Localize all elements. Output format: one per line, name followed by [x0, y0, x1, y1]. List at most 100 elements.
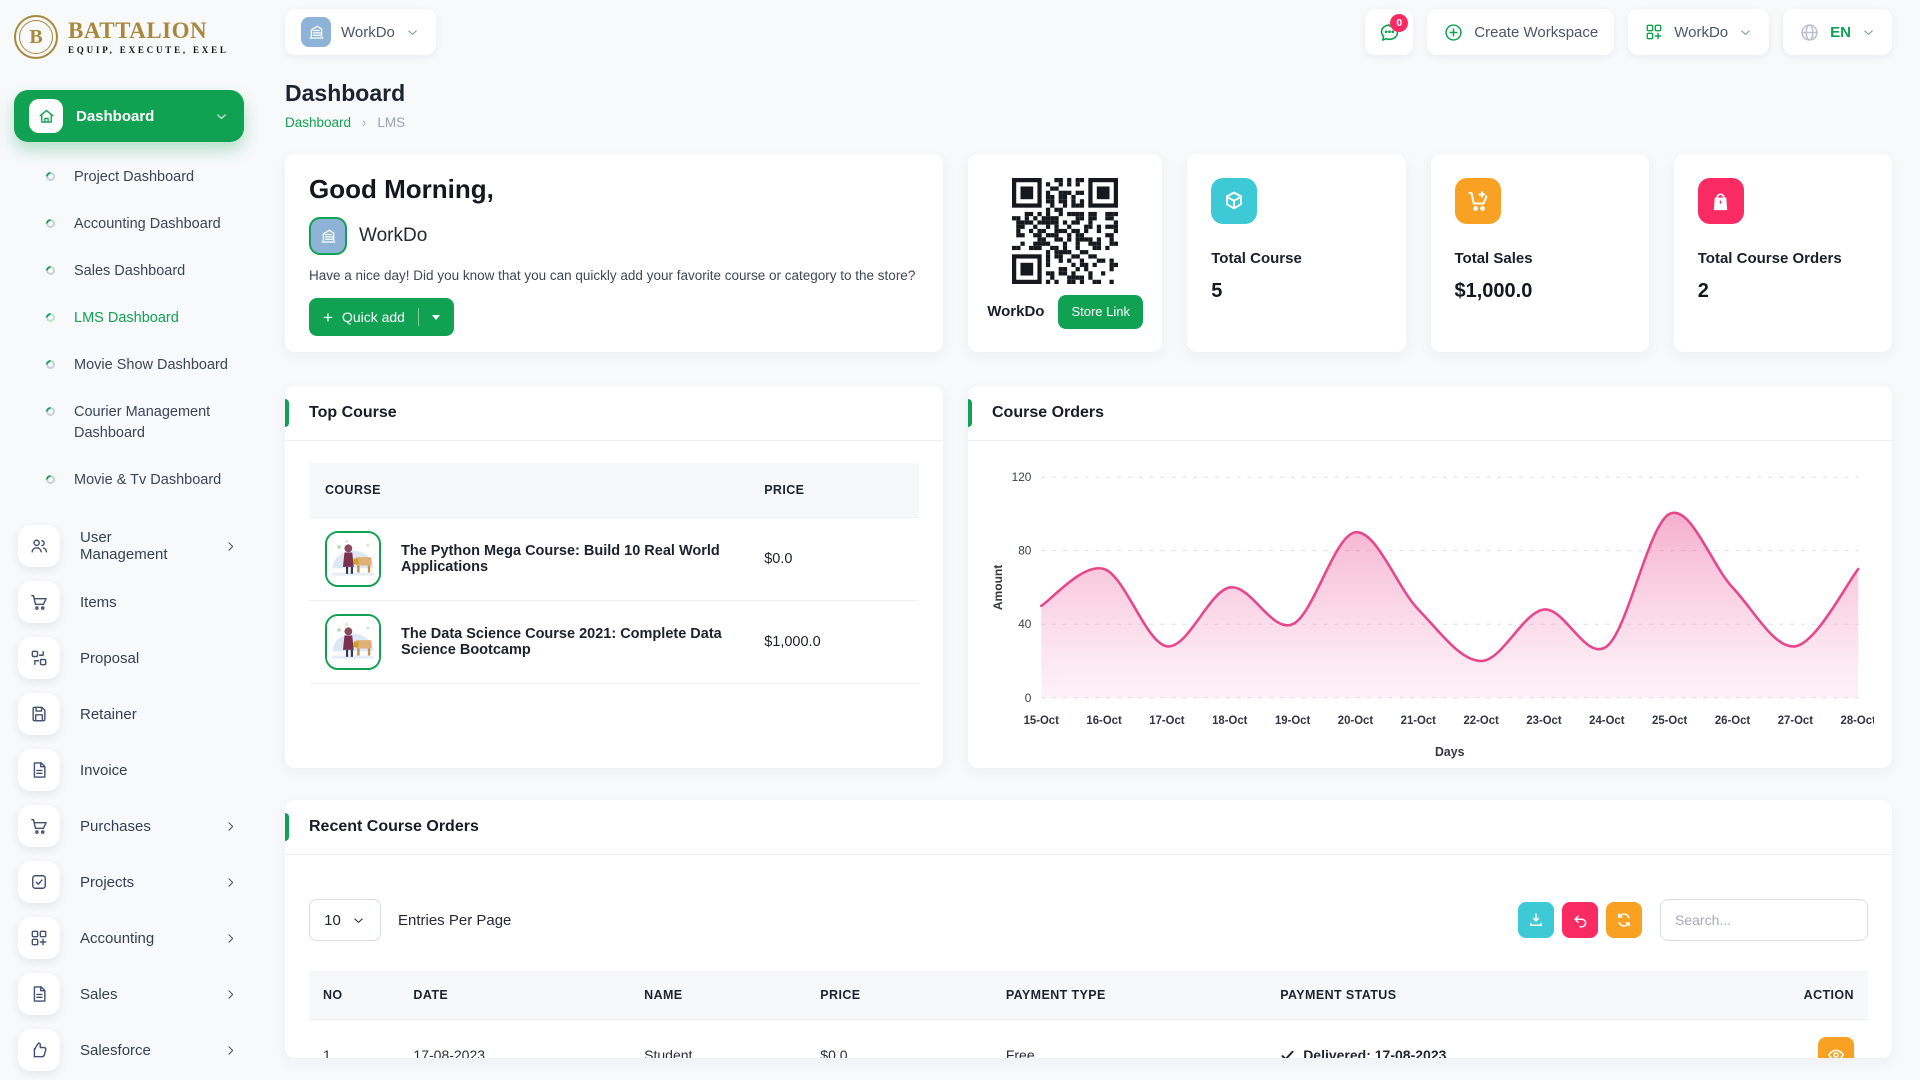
brand-logo[interactable]: B BATTALION EQUIP, EXECUTE, EXEL [14, 10, 244, 64]
breadcrumb-dashboard-link[interactable]: Dashboard [285, 115, 352, 130]
grid-plus-icon [1644, 22, 1664, 42]
search-input[interactable] [1660, 899, 1868, 941]
store-link-button[interactable]: Store Link [1058, 294, 1144, 329]
plus-icon: + [323, 307, 333, 327]
top-course-row[interactable]: The Python Mega Course: Build 10 Real Wo… [309, 517, 919, 601]
home-icon [29, 99, 63, 133]
sidebar-item-items[interactable]: Items [14, 574, 244, 630]
svg-text:Days: Days [1435, 745, 1465, 759]
orders-col-no: NO [323, 988, 343, 1002]
page-title: Dashboard [285, 80, 406, 106]
language-switcher[interactable]: EN [1783, 9, 1892, 55]
summary-row: Good Morning, WorkDo Have a nice day! Di… [285, 154, 1892, 352]
svg-text:0: 0 [1025, 691, 1032, 705]
sidebar-item-projects[interactable]: Projects [14, 854, 244, 910]
recent-orders-table: NO DATE NAME PRICE PAYMENT TYPE PAYMENT STATU… [309, 971, 1868, 1058]
sidebar-item-invoice[interactable]: Invoice [14, 742, 244, 798]
sidebar-subitem-movie-tv-dashboard[interactable]: Movie & Tv Dashboard [44, 457, 244, 504]
entries-label: Entries Per Page [398, 911, 512, 929]
users-icon [18, 525, 60, 568]
chevron-right-icon [223, 1043, 238, 1058]
top-course-title: Top Course [285, 386, 943, 441]
bottom-row: Recent Course Orders 10 Entries Per Page [285, 800, 1892, 1058]
create-workspace-label: Create Workspace [1474, 23, 1599, 41]
chevron-down-icon [214, 109, 229, 124]
sidebar-item-salesforce[interactable]: Salesforce [14, 1022, 244, 1078]
breadcrumb-current: LMS [377, 115, 406, 130]
sidebar-subitem-movie-show-dashboard[interactable]: Movie Show Dashboard [44, 342, 244, 389]
course-name[interactable]: The Data Science Course 2021: Complete D… [401, 626, 722, 658]
order-payment-status: Delivered: 17-08-2023 [1303, 1047, 1447, 1058]
button-divider [417, 308, 419, 326]
workspace-switcher[interactable]: WorkDo [1628, 9, 1770, 55]
svg-text:23-Oct: 23-Oct [1526, 715, 1561, 727]
orders-col-date: DATE [413, 988, 449, 1002]
top-course-col-course: COURSE [325, 483, 381, 497]
sidebar-subitem-sales-dashboard[interactable]: Sales Dashboard [44, 248, 244, 295]
svg-text:Amount: Amount [991, 565, 1005, 610]
messages-button[interactable]: 0 [1365, 9, 1414, 55]
projects-icon [18, 861, 60, 904]
sidebar-item-retainer[interactable]: Retainer [14, 686, 244, 742]
svg-text:24-Oct: 24-Oct [1589, 715, 1624, 727]
sidebar-item-purchases[interactable]: Purchases [14, 798, 244, 854]
cart-icon [18, 805, 60, 848]
svg-text:18-Oct: 18-Oct [1212, 715, 1247, 727]
top-course-card: Top Course COURSE PRICE The Python Mega … [285, 386, 943, 768]
topbar-right: 0 Create Workspace WorkDo EN [1365, 9, 1892, 55]
bullet-ring-icon [44, 358, 57, 371]
middle-row: Top Course COURSE PRICE The Python Mega … [285, 386, 1892, 768]
stat-value: $1,000.0 [1454, 280, 1533, 302]
chevron-right-icon [223, 875, 238, 890]
invoice-icon [18, 749, 60, 792]
course-name[interactable]: The Python Mega Course: Build 10 Real Wo… [401, 543, 720, 575]
quick-add-button[interactable]: + Quick add [309, 298, 454, 336]
sidebar-subitem-lms-dashboard[interactable]: LMS Dashboard [44, 295, 244, 342]
refresh-button[interactable] [1606, 902, 1642, 938]
caret-down-icon [431, 314, 440, 320]
sidebar-item-user-management[interactable]: User Management [14, 518, 244, 574]
sidebar-item-proposal[interactable]: Proposal [14, 630, 244, 686]
stat-value: 5 [1211, 280, 1223, 302]
create-workspace-button[interactable]: Create Workspace [1427, 9, 1615, 55]
svg-text:25-Oct: 25-Oct [1652, 715, 1687, 727]
stat-card-total-course-orders: Total Course Orders 2 [1673, 154, 1892, 352]
stat-label: Total Course [1211, 250, 1302, 267]
cart-icon [18, 581, 60, 624]
top-course-row[interactable]: The Data Science Course 2021: Complete D… [309, 600, 919, 684]
sidebar-item-accounting[interactable]: Accounting [14, 910, 244, 966]
workspace-pill[interactable]: WorkDo [285, 9, 436, 55]
sidebar-subitem-accounting-dashboard[interactable]: Accounting Dashboard [44, 201, 244, 248]
messages-badge: 0 [1390, 14, 1409, 32]
brand-emblem-icon: B [14, 15, 58, 59]
sidebar-subitem-courier-management-dashboard[interactable]: Courier Management Dashboard [44, 389, 244, 457]
view-order-button[interactable] [1818, 1037, 1854, 1058]
retainer-icon [18, 693, 60, 736]
workspace-switcher-label: WorkDo [1674, 23, 1729, 41]
sidebar-menu: User Management Items Proposal Retainer Invo… [14, 518, 244, 1080]
course-thumbnail [325, 531, 381, 587]
store-qr-card: WorkDo Store Link [968, 154, 1163, 352]
recent-orders-title: Recent Course Orders [285, 800, 1892, 855]
greeting-title: Good Morning, [309, 174, 494, 204]
course-price: $1,000.0 [748, 600, 919, 684]
sidebar-item-sales[interactable]: Sales [14, 966, 244, 1022]
thumbs-up-icon [18, 1029, 60, 1072]
dashboard-submenu: Project Dashboard Accounting Dashboard Sal… [14, 154, 244, 504]
svg-text:27-Oct: 27-Oct [1778, 715, 1813, 727]
table-controls: 10 Entries Per Page [309, 899, 1868, 941]
export-download-button[interactable] [1518, 902, 1554, 938]
entries-per-page-select[interactable]: 10 [309, 899, 381, 941]
sidebar-subitem-project-dashboard[interactable]: Project Dashboard [44, 154, 244, 201]
order-row: 1 17-08-2023 Student $0.0 Free Delivered: 17-… [309, 1019, 1868, 1058]
brand-name: BATTALION [68, 18, 208, 43]
reset-button[interactable] [1562, 902, 1598, 938]
topbar: WorkDo 0 Create Workspace WorkDo [285, 8, 1892, 56]
sidebar-item-dashboard[interactable]: Dashboard [14, 90, 244, 142]
chevron-right-icon [223, 819, 238, 834]
svg-text:22-Oct: 22-Oct [1463, 715, 1498, 727]
stat-label: Total Sales [1454, 250, 1533, 267]
globe-icon [1799, 22, 1820, 43]
package-icon [1211, 178, 1258, 224]
chevron-right-icon [223, 987, 238, 1002]
